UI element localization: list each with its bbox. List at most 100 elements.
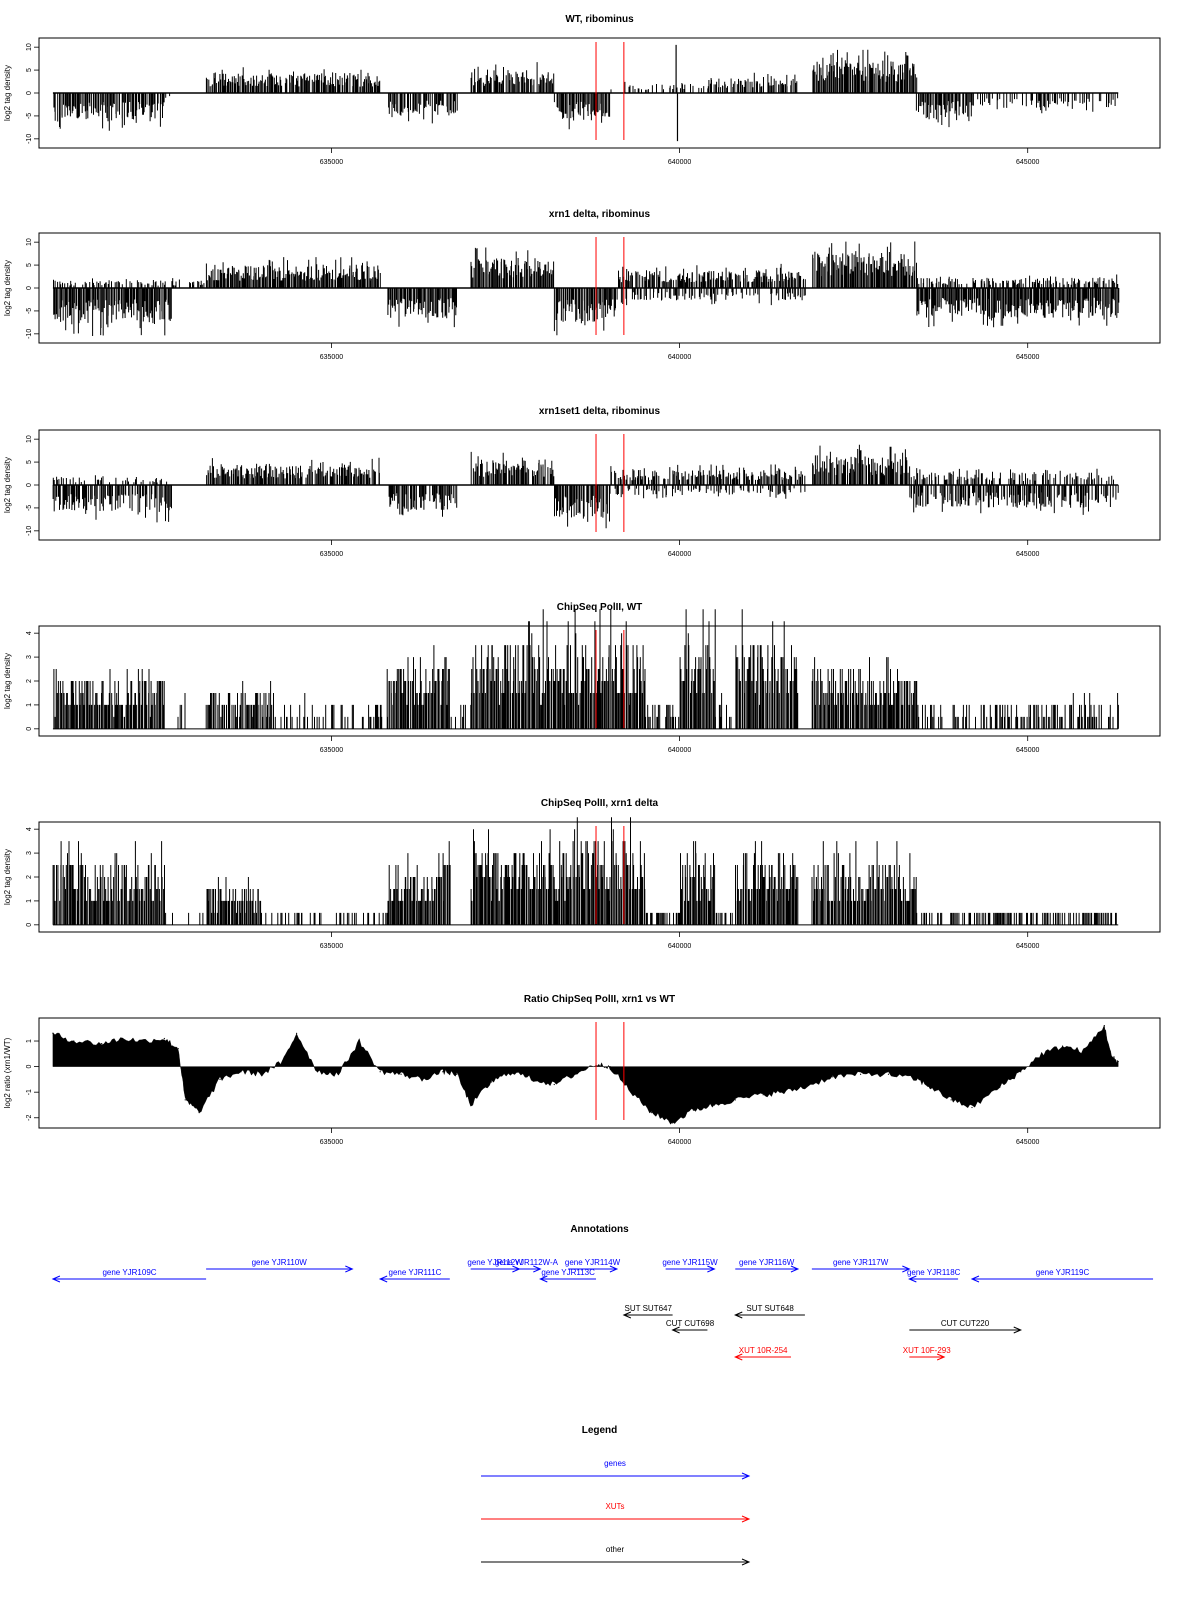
segment (916, 288, 1120, 328)
segment (470, 62, 555, 93)
bar-group (470, 829, 569, 925)
segment (206, 877, 262, 925)
annotation-gene: gene YJR119C (970, 1268, 1154, 1283)
x-tick-label: 645000 (1016, 354, 1039, 361)
segment (610, 464, 806, 485)
arrow-head (1013, 1326, 1023, 1334)
segment (53, 278, 205, 288)
annotation-label: SUT SUT647 (625, 1304, 673, 1313)
data-series (52, 241, 1120, 336)
panel-6: Ratio ChipSeq PolII, xrn1 vs WT log2 rati… (3, 994, 1161, 1146)
annotation-gene: gene YJR118C (907, 1268, 961, 1283)
y-tick-label: 2 (26, 679, 33, 683)
panel-1: WT, ribominus log2 tag density -10 -5 0 5 10 63… (3, 14, 1161, 166)
arrow-head (609, 1265, 619, 1273)
y-axis-label: log2 tag density (3, 457, 12, 513)
segment (812, 241, 917, 288)
segment (645, 704, 680, 729)
segment (53, 93, 165, 131)
bar-group (645, 704, 680, 729)
data-point (860, 1073, 862, 1075)
annotation-label: SUT SUT648 (746, 1304, 794, 1313)
bar-group (470, 62, 555, 93)
segment (53, 288, 172, 336)
data-series (52, 44, 1119, 142)
segment (52, 841, 165, 925)
y-tick-label: 10 (26, 435, 33, 443)
plot-frame (38, 821, 1161, 933)
annotation-label: CUT CUT220 (941, 1319, 990, 1328)
segment (916, 912, 1117, 925)
annotation-label: gene YJR109C (102, 1268, 156, 1277)
panel-title: WT, ribominus (565, 14, 634, 25)
annotation-label: gene YJR111C (389, 1268, 442, 1277)
segment (812, 49, 918, 93)
panel-3: xrn1set1 delta, ribominus log2 tag densit… (3, 406, 1161, 558)
bar-group (53, 93, 165, 131)
annotation-label: XUT 10R-254 (739, 1346, 788, 1355)
arrow-head (539, 1275, 548, 1283)
bar-group (910, 468, 1114, 485)
arrow-head (741, 1515, 751, 1523)
bar-group (554, 485, 610, 529)
segment (553, 93, 611, 130)
annotation-label: gene YJR115W (662, 1258, 718, 1267)
annotation-label: XUT 10F-293 (903, 1346, 951, 1355)
data-point (490, 1081, 493, 1083)
bar-group (553, 93, 611, 130)
legend-item-other: other (481, 1545, 751, 1566)
segment (610, 81, 709, 93)
bar-group (812, 241, 917, 288)
segment (205, 681, 276, 729)
plot-frame (38, 429, 1161, 541)
plot-frame (38, 1017, 1161, 1129)
annotation-label: gene YJR110W (252, 1258, 308, 1267)
bar-group (679, 609, 716, 729)
y-tick-label: 1 (26, 1039, 33, 1043)
data-point (52, 1032, 54, 1034)
y-tick-label: 4 (26, 631, 33, 635)
segment (910, 468, 1114, 485)
x-tick-label: 635000 (320, 943, 343, 950)
annotation-label: CUT CUT698 (666, 1319, 715, 1328)
segment (177, 693, 186, 729)
data-point (630, 1091, 632, 1093)
y-tick-label: 5 (26, 68, 33, 72)
x-tick-label: 635000 (320, 354, 343, 361)
data-point (1041, 1053, 1043, 1055)
annotation-label: gene YJR116W (739, 1258, 795, 1267)
annotation-xut: XUT 10F-293 (903, 1346, 951, 1361)
arrow-head (533, 1265, 542, 1273)
panel-title: xrn1 delta, ribominus (549, 209, 651, 220)
bar-group (206, 877, 262, 925)
annotation-label: gene YJR118C (907, 1268, 961, 1277)
bar-group (568, 817, 646, 925)
x-tick-label: 645000 (1016, 551, 1039, 558)
arrow-head (51, 1275, 61, 1283)
annotation-gene: gene YJR111C (378, 1268, 450, 1283)
segment (568, 817, 646, 925)
data-point (553, 1083, 555, 1086)
arrow-head (741, 1558, 751, 1566)
arrow-head (741, 1472, 751, 1480)
bar-group (470, 609, 569, 729)
bar-group (387, 288, 457, 328)
x-tick-label: 640000 (668, 551, 691, 558)
data-point (1061, 1045, 1064, 1047)
bar-group (715, 912, 733, 925)
segment (52, 475, 168, 485)
annotation-gene: gene YJR113C (539, 1268, 597, 1283)
segment (165, 93, 171, 98)
bar-group (280, 693, 388, 729)
bar-group (707, 72, 798, 93)
bar-group (916, 288, 1120, 328)
y-axis-label: log2 tag density (3, 260, 12, 316)
bar-group (52, 841, 165, 925)
segment (679, 609, 716, 729)
data-point (651, 1112, 653, 1114)
bar-group (53, 278, 205, 288)
data-point (470, 1104, 472, 1106)
segment (205, 257, 381, 288)
segment (915, 693, 1119, 729)
bar-group (972, 93, 1119, 114)
